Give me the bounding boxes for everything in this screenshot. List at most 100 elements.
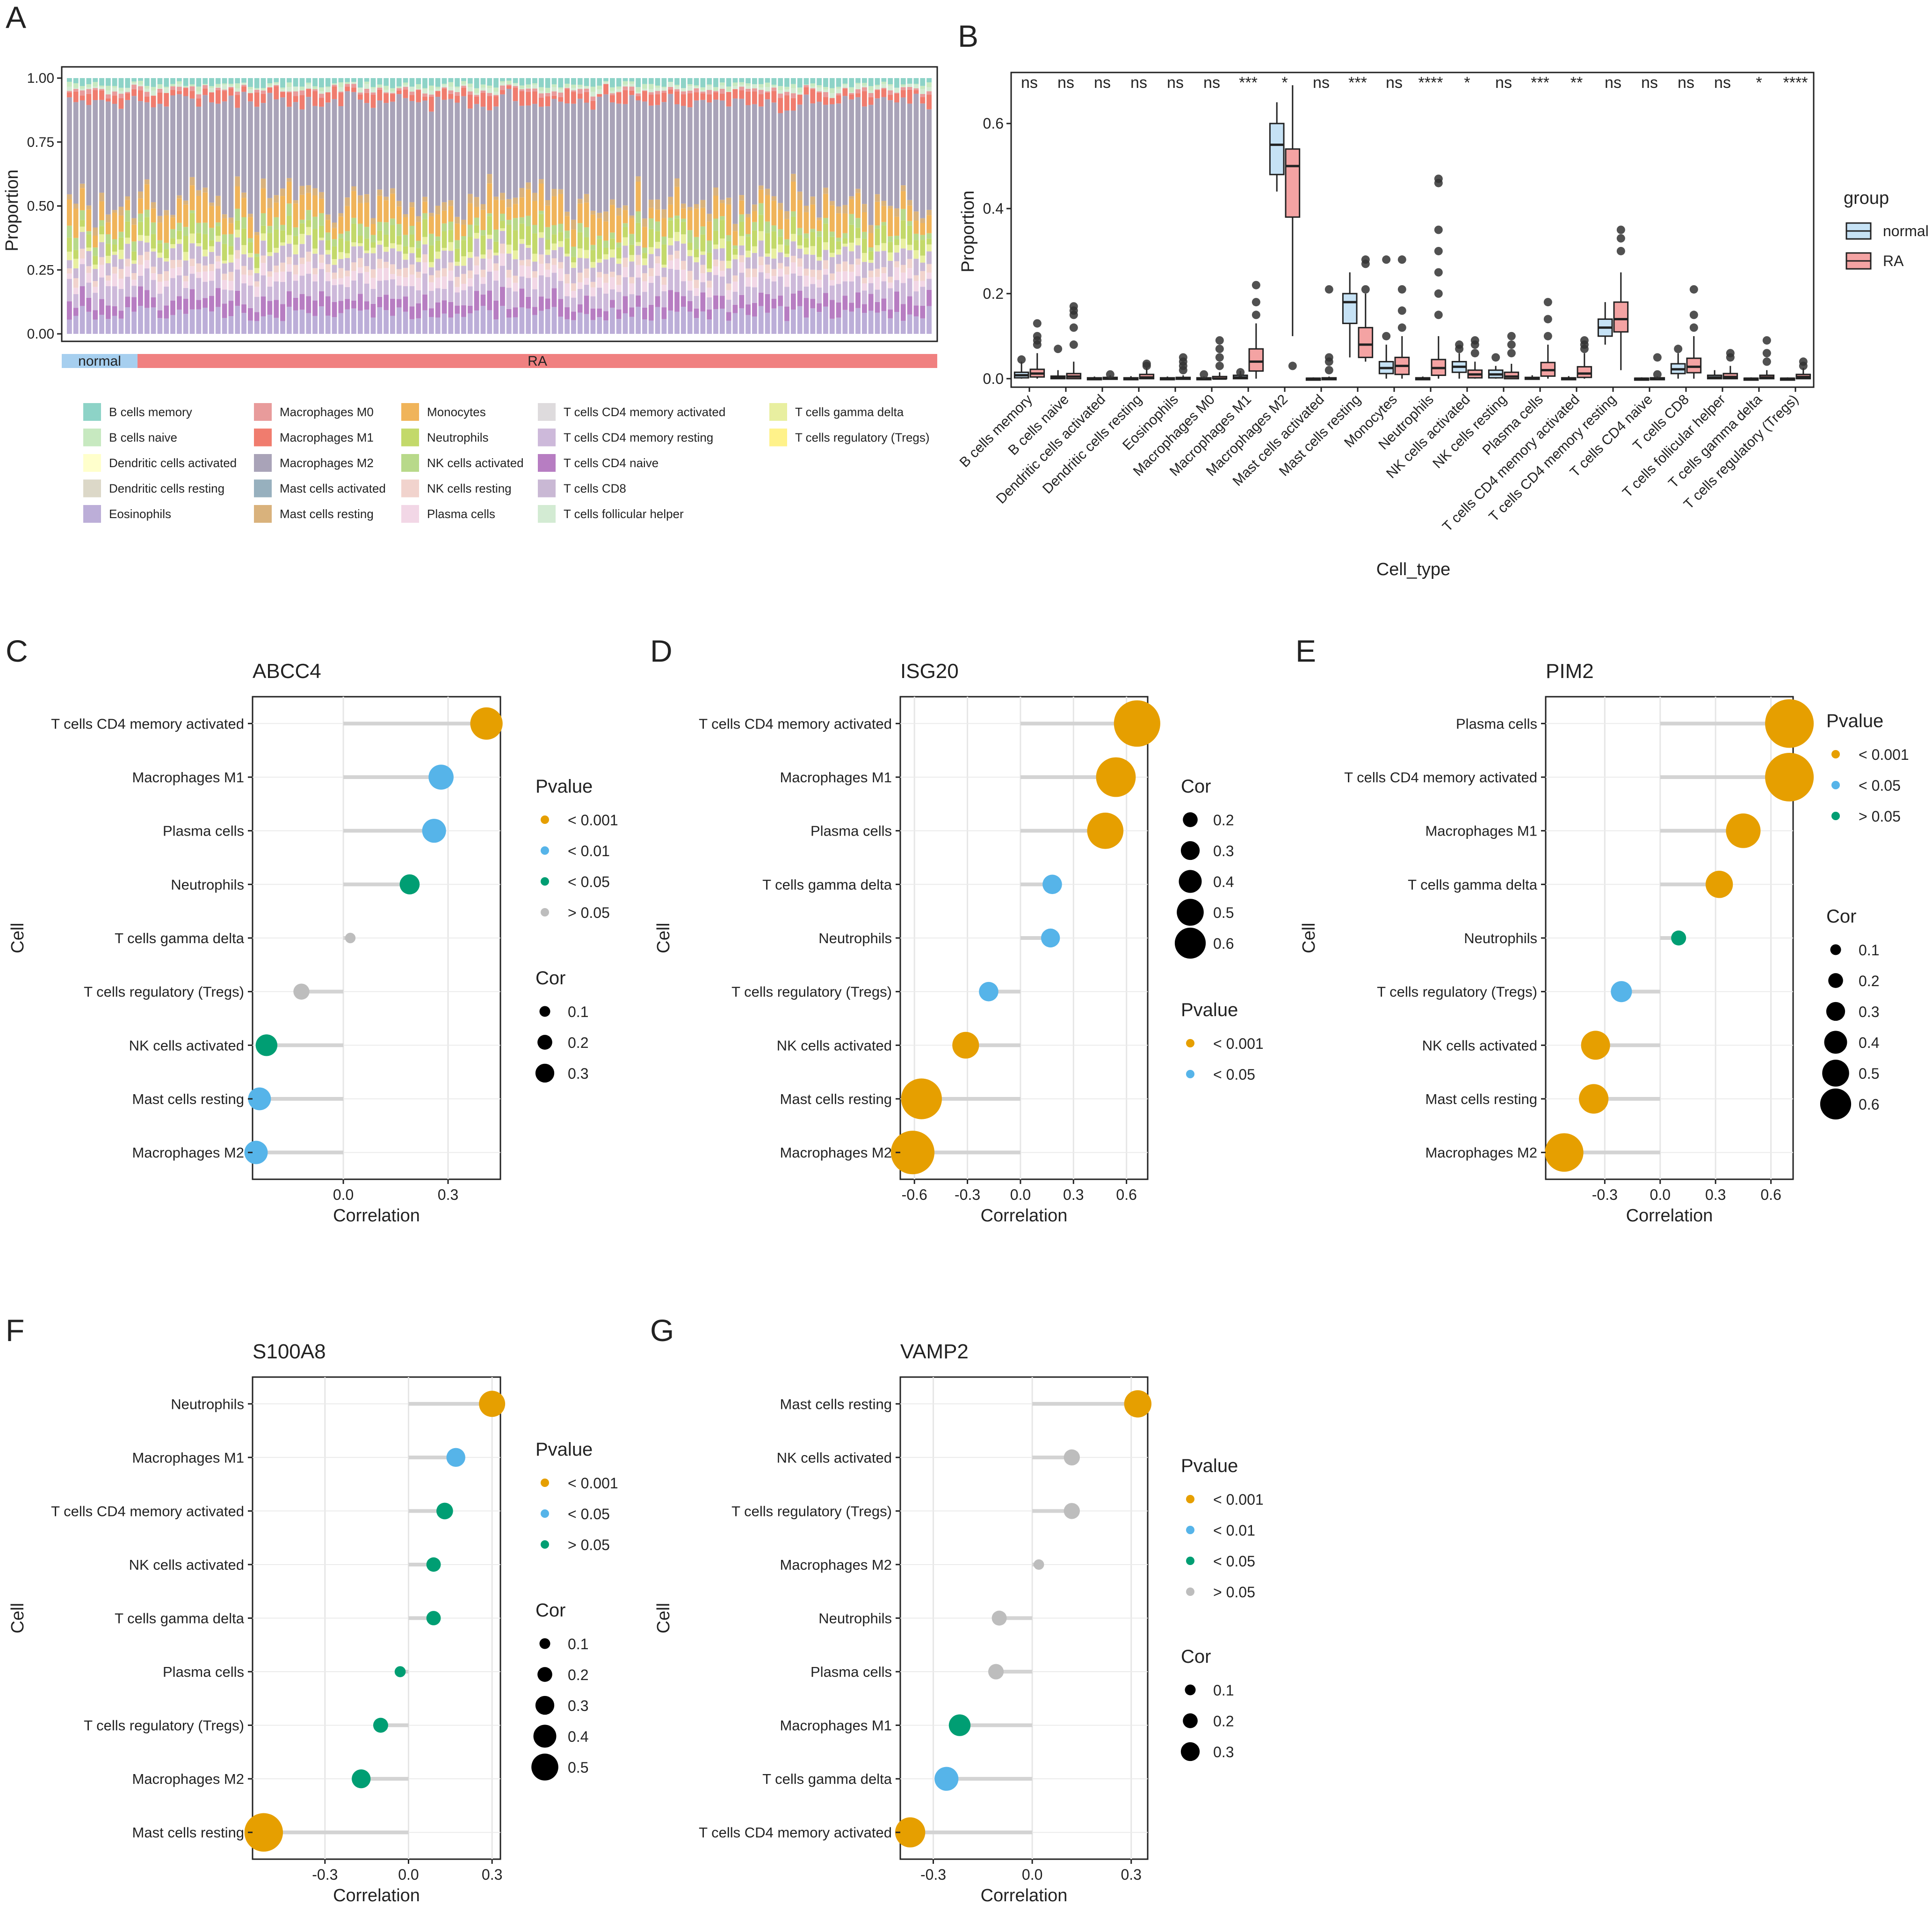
panel-a-bar-seg	[215, 222, 221, 226]
panel-a-bar-seg	[900, 209, 906, 221]
panel-a-bar-seg	[500, 85, 505, 90]
panel-a-bar-seg	[622, 296, 628, 313]
panel-a-bar-seg	[345, 309, 350, 334]
panel-a-bar-seg	[467, 252, 473, 258]
panel-a-bar-seg	[319, 238, 324, 240]
panel-a-bar-seg	[551, 196, 557, 225]
panel-a-bar-seg	[590, 250, 596, 262]
panel-a-bar-seg	[603, 78, 608, 81]
panel-a-bar-seg	[577, 85, 583, 87]
panel-a-bar-seg	[875, 202, 880, 226]
panel-a-bar-seg	[861, 78, 867, 83]
panel-a-bar-seg	[694, 88, 699, 93]
panel-a-bar-seg	[196, 98, 202, 107]
panel-a-bar-seg	[403, 214, 408, 217]
panel-a-bar-seg	[448, 87, 454, 91]
panel-b-outlier	[1179, 361, 1187, 370]
panel-a-bar-seg	[739, 87, 745, 91]
panel-f-point	[436, 1502, 453, 1520]
panel-a-bar-seg	[506, 207, 512, 220]
panel-e-xtick-label: 0.6	[1760, 1186, 1781, 1203]
panel-a-bar-seg	[118, 278, 124, 289]
panel-a-bar-seg	[357, 88, 363, 93]
panel-a-bar-seg	[228, 87, 234, 88]
panel-a-bar-seg	[396, 201, 402, 207]
panel-a-bar-seg	[493, 200, 499, 230]
panel-b-outlier	[1252, 281, 1260, 289]
panel-a-bar-seg	[118, 237, 124, 250]
panel-a-bar-seg	[855, 245, 861, 259]
panel-a-bar-seg	[467, 270, 473, 279]
panel-a-bar-seg	[700, 208, 706, 227]
panel-a-bar-seg	[319, 107, 324, 192]
panel-c-legend-label: 0.2	[568, 1034, 588, 1051]
panel-a-bar-seg	[125, 296, 130, 308]
panel-a-bar-seg	[112, 286, 117, 306]
panel-a-bar-seg	[661, 265, 667, 268]
panel-a-bar-seg	[913, 316, 919, 334]
panel-a-bar-seg	[765, 294, 770, 313]
panel-a-bar-seg	[661, 319, 667, 334]
panel-a-bar-seg	[151, 273, 156, 280]
panel-a-bar-seg	[538, 296, 544, 311]
panel-a-bar-seg	[422, 262, 427, 274]
panel-a-bars	[67, 78, 932, 334]
panel-a-bar-seg	[176, 231, 182, 239]
panel-a-bar-seg	[196, 309, 202, 334]
panel-a-bar-seg	[493, 87, 499, 92]
panel-d-legend-label: 0.4	[1213, 873, 1234, 890]
panel-a-bar-seg	[810, 284, 816, 299]
panel-a-bar-seg	[254, 107, 260, 232]
panel-a-bar-seg	[286, 203, 292, 216]
panel-a-bar-seg	[765, 195, 770, 222]
panel-a-bar-seg	[842, 238, 848, 244]
panel-a-bar-seg	[409, 264, 415, 275]
panel-a-ylabel: Proportion	[2, 169, 22, 251]
panel-a-bar-seg	[209, 86, 214, 88]
panel-a-bar-seg	[900, 248, 906, 265]
panel-a-bar-seg	[694, 204, 699, 209]
panel-a-bar-seg	[131, 297, 137, 312]
panel-a-bar-seg	[416, 272, 421, 278]
panel-a-bar-seg	[409, 101, 415, 202]
panel-a-bar-seg	[577, 94, 583, 99]
panel-a-bar-seg	[674, 232, 680, 241]
panel-d-point	[952, 1032, 979, 1059]
panel-a-bar-seg	[726, 197, 731, 205]
panel-a-bar-seg	[713, 188, 718, 196]
panel-a-bar-seg	[571, 103, 576, 220]
panel-a-bar-seg	[577, 99, 583, 199]
panel-a-bar-seg	[461, 274, 466, 284]
panel-a-bar-seg	[157, 216, 163, 223]
panel-a-bar-seg	[790, 256, 796, 263]
panel-g-point	[991, 1610, 1007, 1626]
panel-a-bar-seg	[629, 261, 635, 277]
panel-a-bar-seg	[299, 219, 305, 224]
panel-a-bar-seg	[564, 87, 570, 89]
panel-b-outlier	[1507, 349, 1516, 358]
panel-a-bar-seg	[390, 94, 395, 102]
panel-a-bar-seg	[384, 268, 389, 281]
panel-a-bar-seg	[700, 311, 706, 334]
panel-a-bar-seg	[357, 87, 363, 88]
panel-a-bar-seg	[467, 305, 473, 314]
panel-a-bar-seg	[364, 238, 369, 251]
panel-a-bar-seg	[138, 222, 143, 235]
panel-a-bar-seg	[280, 281, 285, 304]
panel-a-bar-seg	[209, 88, 214, 93]
panel-a-bar-seg	[428, 317, 434, 334]
panel-a-bar-seg	[855, 276, 861, 293]
panel-a-bar-seg	[306, 274, 311, 296]
panel-a-bar-seg	[396, 88, 402, 91]
panel-a-bar-seg	[694, 308, 699, 318]
panel-a-bar-seg	[241, 87, 246, 92]
panel-a-bar-seg	[545, 87, 550, 93]
panel-a-bar-seg	[803, 238, 809, 248]
panel-a-bar-seg	[274, 85, 279, 87]
panel-a-bar-seg	[215, 268, 221, 289]
panel-a-bar-seg	[526, 247, 531, 260]
panel-a-bar-seg	[687, 90, 693, 94]
panel-g-point	[1064, 1503, 1080, 1519]
panel-a-bar-seg	[778, 98, 783, 113]
panel-d-ytick-label: T cells gamma delta	[762, 876, 892, 893]
